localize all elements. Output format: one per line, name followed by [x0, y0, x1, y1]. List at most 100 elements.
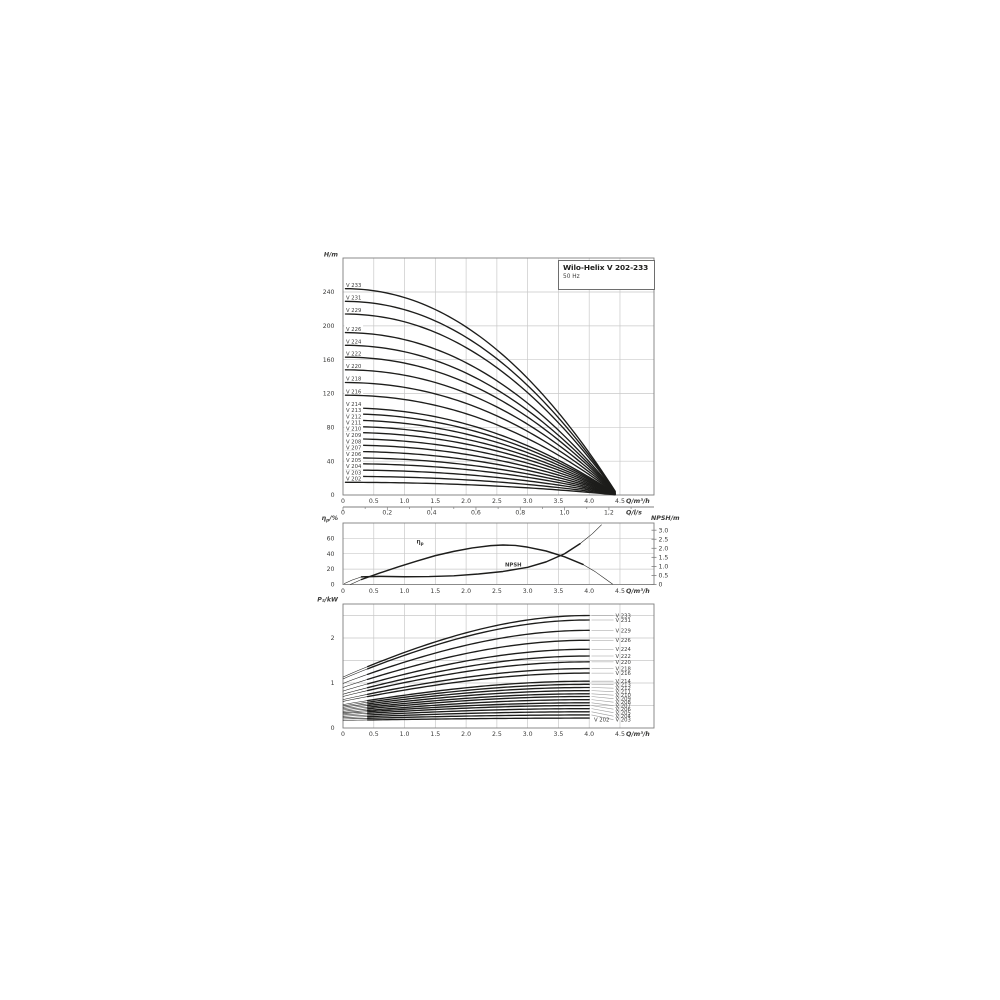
curve-label: V 216: [616, 671, 632, 677]
plot-frame: [342, 257, 655, 496]
curve-label-bg: [344, 431, 364, 438]
x-tick-label: 2.0: [461, 588, 471, 595]
frequency-label: 50 Hz: [563, 273, 580, 280]
curve-label: V 224: [346, 339, 362, 345]
npsh-tick-label: 1.5: [659, 554, 669, 561]
ls-tick-label: 0: [341, 510, 345, 517]
curve-v-212: [366, 686, 590, 705]
x-tick-label: 3.0: [523, 731, 533, 738]
curve-label-bg: [344, 294, 364, 301]
y-tick-label: 2: [331, 635, 335, 642]
x-tick-label: 4.0: [584, 588, 594, 595]
curve-label: V 222: [346, 351, 361, 357]
ls-axis-label: Q/l/s: [626, 510, 642, 517]
x-tick-label: 2.5: [492, 731, 502, 738]
curve-label: V 220: [346, 364, 362, 370]
head-flow-chart: 0 40 80 120 160 200 240 H/m 0 0.5 1.0 1.5 2.0 2.5 3.0 3…: [323, 252, 655, 517]
leader-line: [591, 708, 614, 713]
eta-tick-label: 60: [327, 535, 335, 542]
curve-v-210: [344, 431, 616, 495]
curve-label: V 214: [346, 402, 362, 408]
y-tick-label: 0: [331, 492, 335, 499]
curve-v-208: [366, 698, 590, 712]
curve-eta: [360, 544, 584, 581]
curve-v-213: [344, 413, 616, 495]
curve-v-206: [344, 457, 616, 495]
curve-v-203: [366, 714, 590, 719]
curve-label: V 204: [346, 464, 362, 470]
curve-v-233: [344, 287, 616, 492]
curve-label: V 208: [346, 439, 362, 445]
curve-v-226: [344, 331, 616, 493]
x-tick-label: 4.5: [615, 731, 625, 738]
curve-label: V 208: [616, 700, 632, 706]
curve-label-bg: [344, 375, 364, 382]
curve-v-209: [344, 438, 616, 495]
leader-line: [591, 714, 614, 720]
curve-v-229: [366, 629, 590, 676]
y-tick-label: 160: [323, 357, 335, 364]
curve-v-209: [366, 695, 590, 710]
x-tick-label: 3.0: [523, 588, 533, 595]
y-axis-label: P₂/kW: [317, 597, 339, 604]
curve-v-206: [366, 704, 590, 715]
npsh-tick-label: 3.0: [659, 527, 669, 534]
eta-tick-label: 40: [327, 551, 335, 558]
ls-tick-label: 1,2: [604, 510, 614, 517]
curve-label: V 233: [616, 613, 631, 619]
curve-v-220: [366, 661, 590, 692]
curve-label: V 231: [346, 296, 361, 302]
curve-label-bg: [344, 400, 364, 407]
curve-label: V 229: [346, 308, 361, 314]
curve-v-218: [366, 667, 590, 695]
curve-label: V 231: [616, 618, 631, 624]
ls-tick-label: 0,8: [515, 510, 525, 517]
npsh-tick-label: 1.0: [659, 564, 669, 571]
x-tick-label: 2.0: [461, 731, 471, 738]
leader-line: [591, 711, 614, 717]
npsh-tick-label: 0.5: [659, 573, 669, 580]
x-tick-label: 1.0: [400, 498, 410, 505]
leader-line: [591, 693, 614, 696]
curve-label: V 213: [616, 683, 631, 689]
npsh-tick-label: 2.0: [659, 545, 669, 552]
curve-v-229: [344, 313, 616, 493]
curve-v-218: [344, 381, 616, 494]
curve-v-214: [366, 680, 590, 702]
y-tick-label: 0: [331, 725, 335, 732]
curve-v-210: [366, 693, 590, 708]
ls-tick-label: 0,4: [427, 510, 437, 517]
y-tick-label: 80: [327, 424, 335, 431]
npsh-axis-label: NPSH/m: [651, 515, 680, 522]
x-tick-label: 3.5: [554, 498, 564, 505]
curve-label: V 204: [616, 714, 632, 720]
x-tick-label: 2.5: [492, 498, 502, 505]
curve-label: V 211: [616, 690, 631, 696]
curve-label: V 229: [616, 628, 631, 634]
ls-tick-label: 0,6: [471, 510, 481, 517]
leader-line: [591, 699, 614, 703]
curve-label: V 224: [616, 647, 632, 653]
eta-curve-label: ηp: [416, 540, 423, 546]
curve-v-231: [344, 300, 616, 493]
x-axis-label: Q/m³/h: [626, 731, 650, 738]
y-tick-label: 200: [323, 323, 335, 330]
y-tick-label: 240: [323, 289, 335, 296]
curve-label: V 206: [346, 452, 362, 458]
curve-label-bg: [344, 413, 364, 419]
npsh-tick-label: 2.5: [659, 536, 669, 543]
curve-label-bg: [344, 419, 364, 426]
x-tick-label: 1.0: [400, 588, 410, 595]
curve-label: V 212: [346, 414, 361, 420]
x-tick-label: 3.5: [554, 588, 564, 595]
curve-v-207: [366, 702, 590, 713]
ls-tick-label: 0,2: [382, 510, 392, 517]
curve-label: V 218: [346, 377, 362, 383]
x-axis-label: Q/m³/h: [626, 498, 650, 505]
y-tick-label: 120: [323, 391, 335, 398]
curve-v-222: [344, 356, 616, 494]
curve-label-bg: [344, 462, 364, 469]
curve-label: V 202: [594, 718, 609, 724]
